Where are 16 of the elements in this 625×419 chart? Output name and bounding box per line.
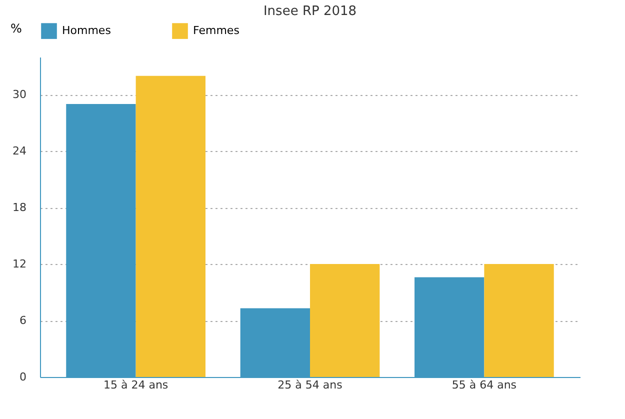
legend-label: Femmes — [193, 24, 240, 38]
y-tick-label: 24 — [12, 144, 26, 158]
y-tick-label: 18 — [12, 201, 26, 214]
x-tick-label: 15 à 24 ans — [103, 378, 168, 392]
bar — [484, 264, 554, 377]
legend-label: Hommes — [62, 24, 112, 38]
y-tick-label: 30 — [12, 88, 26, 102]
bar — [136, 76, 206, 377]
chart-title: Insee RP 2018 — [263, 4, 357, 19]
bar — [310, 264, 380, 377]
y-tick-label: 0 — [20, 370, 26, 384]
y-tick-label: 6 — [20, 314, 26, 328]
y-axis-title: % — [10, 22, 22, 36]
y-tick-label: 12 — [12, 258, 26, 271]
x-tick-label: 25 à 54 ans — [278, 378, 343, 392]
x-tick-label: 55 à 64 ans — [452, 378, 517, 392]
